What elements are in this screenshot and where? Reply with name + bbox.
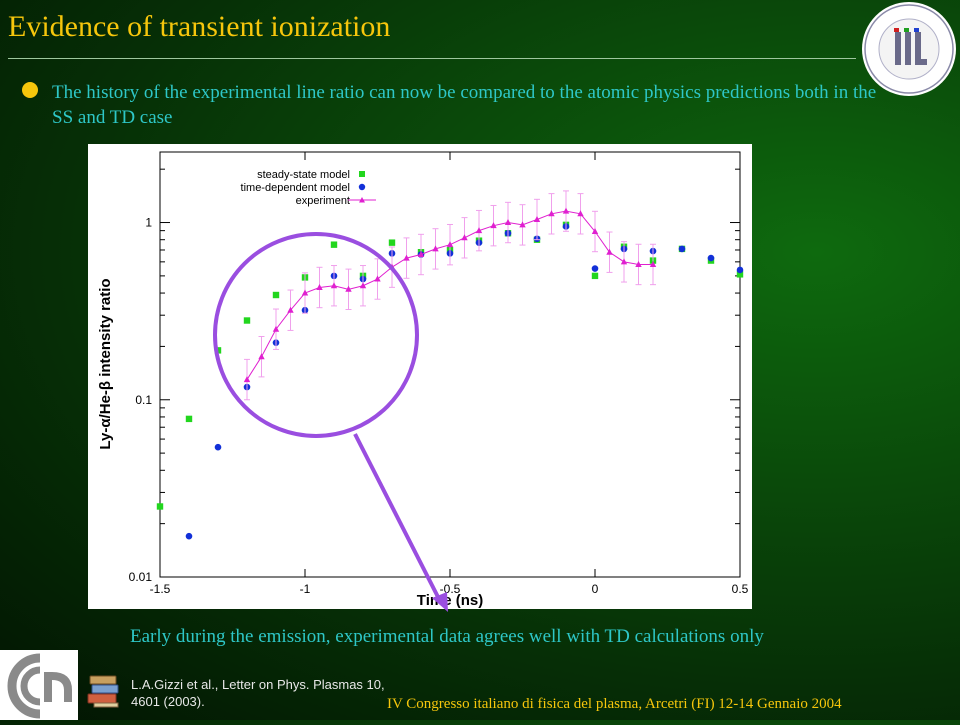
experiment-point [548, 210, 555, 217]
reference-citation: L.A.Gizzi et al., Letter on Phys. Plasma… [131, 676, 451, 710]
experiment-point [562, 207, 570, 214]
line-ratio-chart: -1.5 -1 -0.5 0 0.5 0.01 0.1 1 steady-state mode… [88, 144, 752, 609]
bullet-dot-icon [22, 82, 38, 98]
books-icon-graphic [87, 675, 119, 708]
y-tick-label: 1 [145, 216, 152, 230]
y-tick-label: 0.01 [129, 570, 153, 584]
time-dependent-point [736, 266, 744, 274]
time-dependent-point [678, 245, 686, 253]
cnr-logo [0, 650, 78, 720]
steady-state-point [243, 317, 251, 324]
legend-label: experiment [296, 195, 350, 207]
experiment-point [461, 234, 468, 241]
y-axis-title: Ly-α/He-β intensity ratio [97, 278, 114, 449]
experiment-point [388, 263, 396, 270]
title-divider [8, 58, 856, 59]
x-tick-label: -1 [300, 582, 311, 596]
experiment-point [504, 219, 512, 226]
legend-label: steady-state model [257, 169, 350, 181]
ilil-laboratory-logo [862, 2, 956, 96]
experiment-point [417, 251, 425, 258]
experiment-point [591, 227, 599, 234]
steady-state-point [591, 272, 599, 280]
experiment-point [519, 221, 526, 228]
legend-marker-square [359, 171, 365, 177]
time-dependent-point [707, 254, 715, 262]
books-icon [86, 672, 124, 710]
x-tick-label: 0 [592, 582, 599, 596]
experiment-point [243, 376, 251, 383]
experiment-point [620, 258, 628, 265]
reference-line-1: L.A.Gizzi et al., Letter on Phys. Plasma… [131, 677, 385, 692]
x-axis-title: Time (ns) [417, 592, 483, 609]
experiment-point [533, 216, 541, 223]
experiment-point [577, 210, 584, 217]
legend-marker-triangle [359, 197, 365, 203]
ilil-logo-graphic [864, 4, 954, 94]
experiment-point [374, 275, 381, 282]
steady-state-point [330, 241, 338, 248]
experiment-point [606, 248, 613, 255]
legend-label: time-dependent model [241, 182, 350, 194]
cnr-logo-graphic [7, 653, 72, 719]
time-dependent-point [214, 443, 222, 451]
experiment-point [258, 353, 265, 360]
experiment-point [446, 241, 454, 248]
time-dependent-point [591, 265, 599, 272]
x-tick-label: 0.5 [732, 582, 749, 596]
experiment-point [490, 222, 497, 229]
steady-state-point [185, 415, 193, 423]
chart-svg: -1.5 -1 -0.5 0 0.50.010.11 steady-state mode… [97, 151, 749, 609]
legend-marker-circle [358, 183, 366, 191]
conference-footer: IV Congresso italiano di fisica del plas… [387, 696, 842, 712]
y-tick-label: 0.1 [135, 393, 152, 407]
x-tick-label: -1.5 [150, 582, 171, 596]
steady-state-point [388, 239, 396, 246]
experiment-point [432, 245, 439, 252]
steady-state-point [272, 291, 280, 299]
experiment-point [475, 227, 483, 234]
experiment-point [649, 260, 657, 267]
steady-state-point [156, 503, 164, 510]
reference-line-2: 4601 (2003). [131, 694, 205, 709]
experiment-point [330, 282, 338, 289]
slide-title: Evidence of transient ionization [8, 10, 391, 43]
steady-state-point [736, 271, 744, 278]
caption: Early during the emission, experimental … [130, 626, 764, 647]
bullet-text: The history of the experimental line rat… [52, 82, 877, 128]
steady-state-point [214, 347, 222, 354]
time-dependent-point [185, 532, 193, 540]
experiment-point [635, 260, 642, 267]
